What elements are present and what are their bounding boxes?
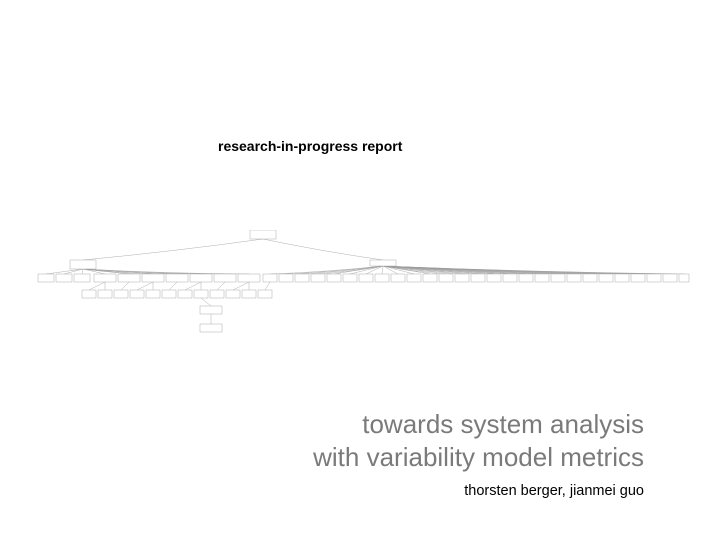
title-line-1: towards system analysis	[313, 408, 644, 441]
title-line-2: with variability model metrics	[313, 441, 644, 474]
report-subtitle: research-in-progress report	[218, 138, 402, 154]
tree-diagram	[30, 230, 690, 340]
authors: thorsten berger, jianmei guo	[313, 483, 644, 499]
title-block: towards system analysis with variability…	[313, 408, 644, 499]
slide: research-in-progress report towards syst…	[0, 0, 720, 557]
